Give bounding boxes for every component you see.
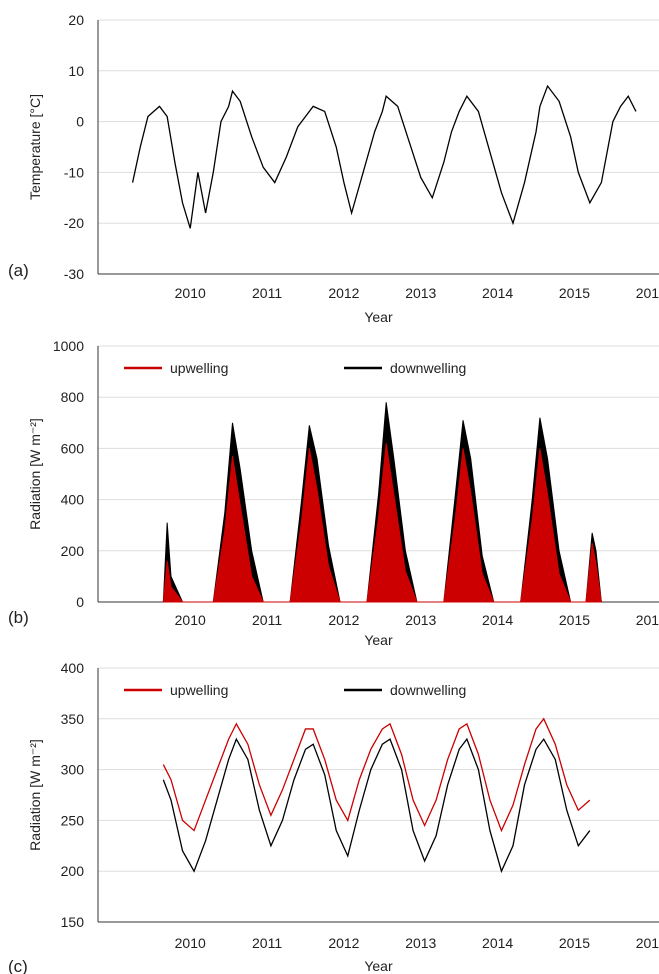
panel-3-x-axis-label: Year [364,958,393,974]
panel-3-legend-label-downwelling: downwelling [390,682,466,698]
panel-2-x-tick-label: 2015 [559,612,590,628]
panel-3-panel-label: (c) [8,957,28,974]
panel-1-x-axis-label: Year [364,309,393,325]
panel-2-x-tick-label: 2010 [175,612,206,628]
panel-3-x-tick-label: 2014 [482,935,513,951]
panel-3-x-tick-label: 2012 [328,935,359,951]
panel-1-y-tick-label: 10 [68,63,84,79]
panel-2-x-tick-label: 2011 [252,612,282,628]
panel-3-y-tick-label: 350 [61,711,85,727]
panel-2-legend-label-downwelling: downwelling [390,360,466,376]
panel-1-y-tick-label: -20 [64,215,84,231]
panel-1-x-tick-label: 2011 [252,285,282,301]
panel-1-panel-label: (a) [8,261,29,280]
panel-1-x-tick-label: 2014 [482,285,513,301]
panel-3-y-tick-label: 250 [61,812,85,828]
panel-3-x-tick-label: 2016 [636,935,659,951]
panel-3-y-axis-label: Radiation [W m⁻²] [27,739,43,851]
panel-3-y-tick-label: 200 [61,863,85,879]
panel-2-y-tick-label: 600 [61,440,85,456]
panel-1-x-tick-label: 2010 [175,285,206,301]
panel-2-y-tick-label: 800 [61,389,85,405]
panel-2-panel-label: (b) [8,608,29,627]
panel-1-series-line [131,84,637,229]
panel-1-x-tick-label: 2012 [328,285,359,301]
panel-2-x-tick-label: 2016 [636,612,659,628]
panel-1-x-tick-label: 2016 [636,285,659,301]
panel-2-y-tick-label: 200 [61,543,85,559]
panel-2-x-axis-label: Year [364,632,393,648]
panel-3-y-tick-label: 300 [61,762,85,778]
panel-1-x-tick-label: 2013 [405,285,436,301]
panel-3-x-tick-label: 2011 [252,935,282,951]
panel-1-x-tick-label: 2015 [559,285,590,301]
panel-2-legend-label-upwelling: upwelling [170,360,228,376]
panel-1-y-tick-label: 20 [68,12,84,28]
panel-2-y-tick-label: 400 [61,492,85,508]
panel-1-y-tick-label: -30 [64,266,84,282]
panel-2-series-upwelling [162,443,602,603]
panel-3-series-upwelling [162,717,591,833]
panel-2-x-tick-label: 2013 [405,612,436,628]
panel-3-x-tick-label: 2013 [405,935,436,951]
panel-1-y-tick-label: 0 [76,114,84,130]
panel-3-y-tick-label: 150 [61,914,85,930]
panel-2-y-axis-label: Radiation [W m⁻²] [27,418,43,530]
panel-3-y-tick-label: 400 [61,660,85,676]
panel-3-x-tick-label: 2010 [175,935,206,951]
panel-1-y-axis-label: Temperature [°C] [27,94,43,200]
panel-3-series-downwelling [162,737,591,874]
panel-1-y-tick-label: -10 [64,164,84,180]
panel-2-x-tick-label: 2012 [328,612,359,628]
panel-2-x-tick-label: 2014 [482,612,513,628]
panel-2-y-tick-label: 0 [76,594,84,610]
panel-3-x-tick-label: 2015 [559,935,590,951]
panel-3-legend-label-upwelling: upwelling [170,682,228,698]
panel-2-y-tick-label: 1000 [53,338,84,354]
